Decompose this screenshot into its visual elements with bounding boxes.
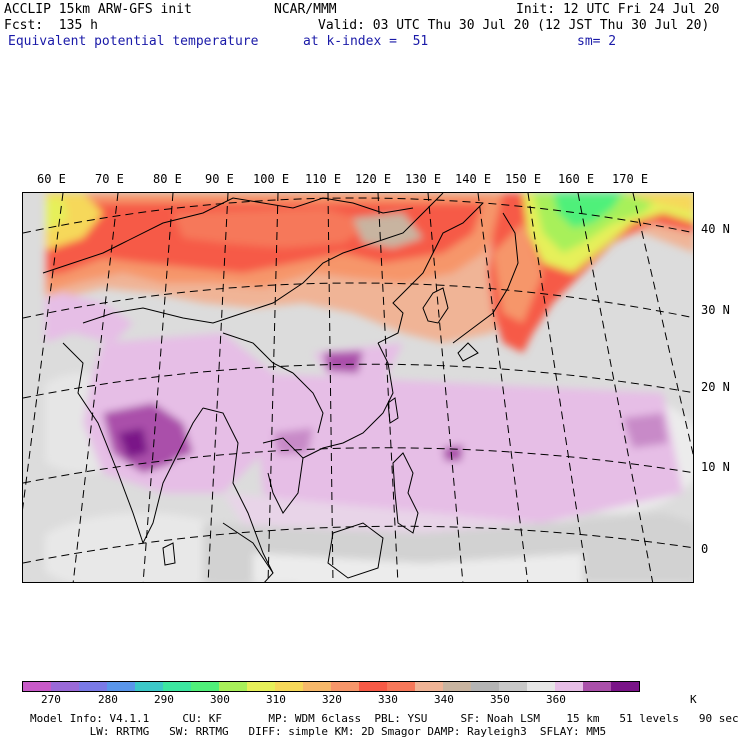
valid-time: Valid: 03 UTC Thu 30 Jul 20 (12 JST Thu … [318, 18, 710, 33]
colorbar-swatch [275, 682, 303, 691]
lat-label: 20 N [701, 380, 730, 394]
colorbar-swatch [471, 682, 499, 691]
lat-label: 10 N [701, 460, 730, 474]
lon-label: 120 E [355, 172, 392, 186]
colorbar-swatch [79, 682, 107, 691]
colorbar-swatch [331, 682, 359, 691]
colorbar-label: 360 [546, 693, 566, 706]
lat-label: 30 N [701, 303, 730, 317]
field-name: Equivalent potential temperature [8, 34, 259, 49]
colorbar-label: 290 [154, 693, 174, 706]
lon-label: 160 E [558, 172, 595, 186]
model-title: ACCLIP 15km ARW-GFS init [4, 2, 192, 17]
colorbar-label: 350 [490, 693, 510, 706]
colorbar-swatch [219, 682, 247, 691]
lon-label: 150 E [505, 172, 542, 186]
colorbar-swatch [51, 682, 79, 691]
colorbar-swatch [191, 682, 219, 691]
smoothing-label: sm= 2 [577, 34, 617, 49]
institution-label: NCAR/MMM [274, 2, 337, 17]
map-panel [22, 192, 694, 583]
lon-label: 70 E [95, 172, 124, 186]
lat-label: 40 N [701, 222, 730, 236]
lat-label: 0 [701, 542, 709, 556]
colorbar-label: 270 [41, 693, 61, 706]
colorbar-label: 310 [266, 693, 286, 706]
colorbar-swatch [135, 682, 163, 691]
colorbar-swatch [499, 682, 527, 691]
theta-e-field [23, 193, 693, 582]
colorbar-swatch [107, 682, 135, 691]
lon-label: 140 E [455, 172, 492, 186]
lon-label: 110 E [305, 172, 342, 186]
colorbar-label: 320 [322, 693, 342, 706]
colorbar-swatch [611, 682, 639, 691]
lon-label: 60 E [37, 172, 66, 186]
colorbar-swatch [555, 682, 583, 691]
lon-label: 90 E [205, 172, 234, 186]
colorbar [22, 681, 640, 692]
colorbar-swatch [247, 682, 275, 691]
lon-label: 130 E [405, 172, 442, 186]
model-info-line1: Model Info: V4.1.1 CU: KF MP: WDM 6class… [30, 712, 739, 725]
colorbar-label: 280 [98, 693, 118, 706]
colorbar-swatch [415, 682, 443, 691]
colorbar-label: 330 [378, 693, 398, 706]
colorbar-label: 340 [434, 693, 454, 706]
colorbar-swatch [359, 682, 387, 691]
colorbar-swatch [163, 682, 191, 691]
lon-label: 80 E [153, 172, 182, 186]
colorbar-swatch [387, 682, 415, 691]
init-time: Init: 12 UTC Fri 24 Jul 20 [516, 2, 720, 17]
model-info-line2: LW: RRTMG SW: RRTMG DIFF: simple KM: 2D … [30, 725, 607, 738]
colorbar-swatch [527, 682, 555, 691]
colorbar-swatch [443, 682, 471, 691]
colorbar-label: 300 [210, 693, 230, 706]
lon-label: 100 E [253, 172, 290, 186]
colorbar-swatch [583, 682, 611, 691]
colorbar-swatch [23, 682, 51, 691]
lon-label: 170 E [612, 172, 649, 186]
level-label: at k-index = 51 [303, 34, 429, 49]
colorbar-unit: K [690, 693, 697, 706]
colorbar-swatch [303, 682, 331, 691]
forecast-hour: Fcst: 135 h [4, 18, 98, 33]
